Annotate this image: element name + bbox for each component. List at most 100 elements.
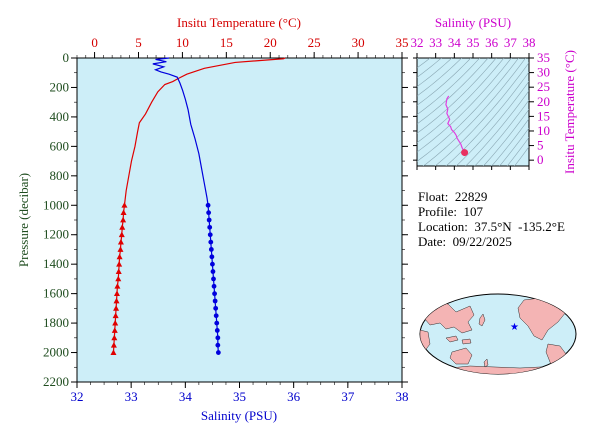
location-value: 37.5°N -135.2°E (474, 219, 565, 234)
temperature-point (115, 268, 122, 274)
isopycnal-contour (417, 58, 489, 125)
salinity-point (208, 239, 214, 245)
isopycnal-contour (445, 71, 529, 166)
salinity-point (211, 276, 216, 282)
isopycnal-contour (499, 127, 529, 166)
salinity-point (209, 254, 215, 260)
isopycnal-contour (417, 58, 453, 87)
temperature-point (110, 349, 117, 355)
salinity-point (210, 269, 216, 274)
temperature-point (115, 275, 122, 282)
temperature-tick-label: 10 (176, 35, 189, 50)
temperature-tick-label: 20 (264, 35, 277, 50)
ts-curve (445, 95, 467, 155)
salinity-tick-label: 38 (396, 389, 409, 404)
ts-salinity-axis-title: Salinity (PSU) (435, 15, 511, 30)
isopycnal-contour (483, 109, 529, 166)
location-info-row: Location: 37.5°N -135.2°E (418, 219, 565, 234)
salinity-line (152, 57, 219, 353)
temperature-point (120, 209, 127, 216)
temperature-point (113, 305, 120, 311)
salinity-tick-label: 34 (179, 389, 193, 404)
world-map: ★ (419, 293, 577, 375)
profile-info-row: Profile: 107 (418, 204, 565, 219)
pressure-tick-label: 1600 (43, 286, 69, 301)
temperature-point (120, 216, 127, 223)
date-label: Date: (418, 234, 447, 249)
temperature-axis-title: Insitu Temperature (°C) (177, 15, 301, 30)
date-info-row: Date: 09/22/2025 (418, 234, 565, 249)
location-label: Location: (418, 219, 468, 234)
isopycnal-contour (417, 58, 442, 78)
salinity-point (215, 342, 221, 348)
salinity-tick-label: 35 (233, 389, 246, 404)
temperature-point (121, 202, 128, 208)
salinity-tick-label: 32 (71, 389, 84, 404)
pressure-tick-label: 800 (50, 168, 70, 183)
salinity-point (212, 298, 218, 304)
salinity-axis-title: Salinity (PSU) (201, 408, 277, 423)
pressure-tick-label: 1800 (43, 315, 69, 330)
pressure-tick-label: 600 (50, 138, 70, 153)
pressure-tick-label: 0 (63, 50, 70, 65)
salinity-point (208, 247, 214, 252)
profile-value: 107 (463, 204, 484, 219)
ts-temperature-tick-label: 10 (537, 123, 550, 138)
isopycnal-contour (506, 137, 529, 166)
salinity-point (213, 313, 219, 319)
pressure-tick-label: 1000 (43, 197, 69, 212)
temperature-tick-label: 0 (91, 35, 98, 50)
temperature-point (116, 260, 123, 267)
temperature-point (119, 224, 126, 230)
ts-salinity-tick-label: 37 (504, 35, 518, 50)
ts-temperature-tick-label: 0 (537, 152, 544, 167)
ts-temperature-tick-label: 30 (537, 65, 550, 80)
temperature-tick-label: 5 (135, 35, 142, 50)
isopycnal-contour (434, 62, 529, 166)
float-location-marker: ★ (510, 322, 519, 333)
isopycnal-contour (417, 58, 505, 143)
temperature-point (118, 231, 125, 238)
temperature-point (113, 290, 120, 297)
temperature-point (117, 238, 124, 245)
isopycnal-contour (417, 58, 512, 153)
temperature-point (111, 334, 118, 341)
pressure-tick-label: 1200 (43, 227, 69, 242)
temperature-tick-label: 15 (220, 35, 233, 50)
profile-label: Profile: (418, 204, 457, 219)
isopycnal-contour (417, 58, 497, 134)
salinity-tick-label: 33 (125, 389, 138, 404)
pressure-tick-label: 2000 (43, 345, 69, 360)
ts-deep-cluster (461, 149, 469, 157)
plot-background (76, 57, 403, 383)
date-value: 09/22/2025 (452, 234, 512, 249)
ts-temperature-axis-title: Insitu Temperature (°C) (562, 50, 577, 174)
temperature-tick-label: 25 (308, 35, 321, 50)
isopycnal-contour (422, 58, 526, 166)
ts-salinity-tick-label: 32 (411, 35, 424, 50)
isopycnal-contour (417, 58, 481, 115)
salinity-point (211, 283, 217, 289)
profile-plot: 32 33 34 35 36 37 38 0 5 10 15 20 25 30 35 0 200 400 600 80… (16, 15, 409, 423)
pressure-tick-label: 200 (50, 79, 70, 94)
temperature-point (112, 319, 119, 326)
isopycnal-contour (491, 118, 529, 166)
ts-salinity-tick-label: 36 (485, 35, 499, 50)
ts-temperature-tick-label: 35 (537, 50, 550, 65)
temperature-tick-label: 30 (352, 35, 365, 50)
ts-salinity-tick-label: 34 (448, 35, 462, 50)
salinity-point (213, 305, 219, 311)
salinity-point (215, 350, 221, 355)
temperature-point (112, 312, 119, 319)
isopycnal-contour (465, 90, 529, 166)
salinity-point (212, 291, 217, 297)
float-info-row: Float: 22829 (418, 189, 565, 204)
temperature-point (113, 297, 120, 304)
temperature-point (117, 246, 124, 252)
salinity-tick-label: 37 (341, 389, 355, 404)
isopycnal-contour (474, 99, 529, 166)
temperature-point (110, 341, 117, 348)
ts-salinity-tick-label: 35 (467, 35, 480, 50)
pressure-tick-label: 1400 (43, 256, 69, 271)
